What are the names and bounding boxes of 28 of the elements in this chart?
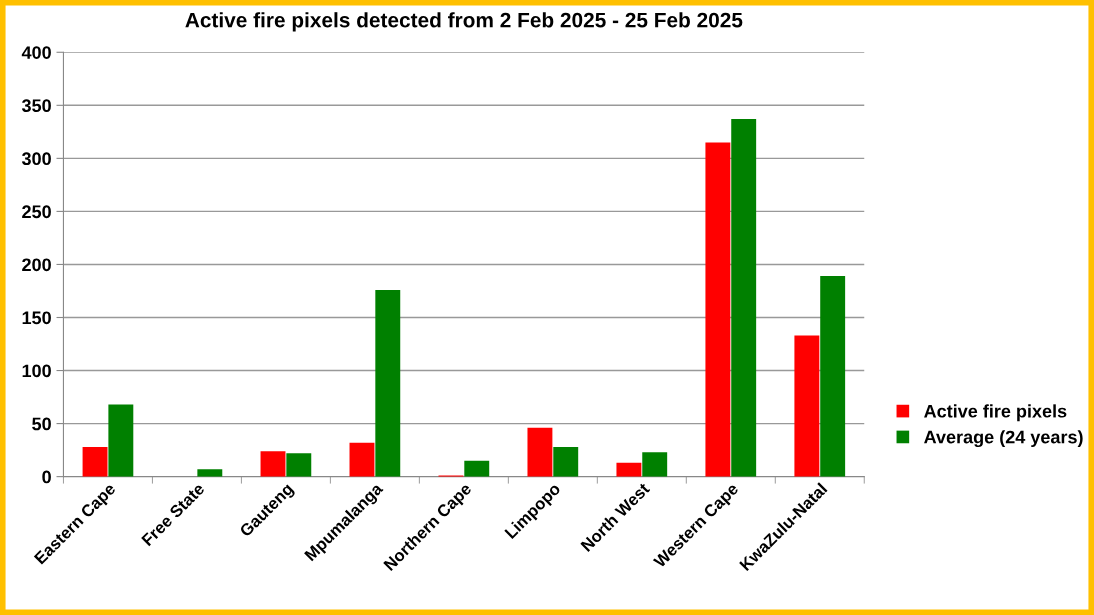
bar — [82, 446, 108, 477]
y-tick-label: 150 — [22, 311, 51, 325]
bar — [705, 142, 731, 477]
y-tick-label: 0 — [42, 470, 51, 484]
bar — [794, 335, 820, 477]
bar — [349, 442, 375, 477]
legend-label: Active fire pixels — [924, 404, 1067, 422]
y-tick-label: 250 — [22, 205, 51, 219]
bar — [375, 289, 401, 477]
bar — [260, 451, 286, 477]
bar — [108, 404, 134, 477]
bar — [527, 427, 553, 477]
y-tick-label: 100 — [22, 364, 51, 378]
bar — [616, 462, 642, 477]
bar — [731, 119, 757, 477]
bar — [464, 460, 490, 477]
bar — [553, 446, 579, 477]
y-tick-label: 400 — [21, 46, 51, 59]
y-tick-label: 50 — [32, 417, 51, 431]
bar — [820, 276, 846, 477]
legend-label: Average (24 years) — [924, 430, 1083, 448]
y-tick-label: 350 — [21, 99, 51, 113]
bar — [197, 469, 223, 477]
bar — [642, 452, 668, 477]
y-tick-label: 300 — [21, 152, 51, 166]
bar — [286, 453, 312, 477]
y-tick-label: 200 — [22, 258, 51, 272]
chart-title: Active fire pixels detected from 2 Feb 2025 - 25 Feb 2025 — [185, 12, 743, 32]
